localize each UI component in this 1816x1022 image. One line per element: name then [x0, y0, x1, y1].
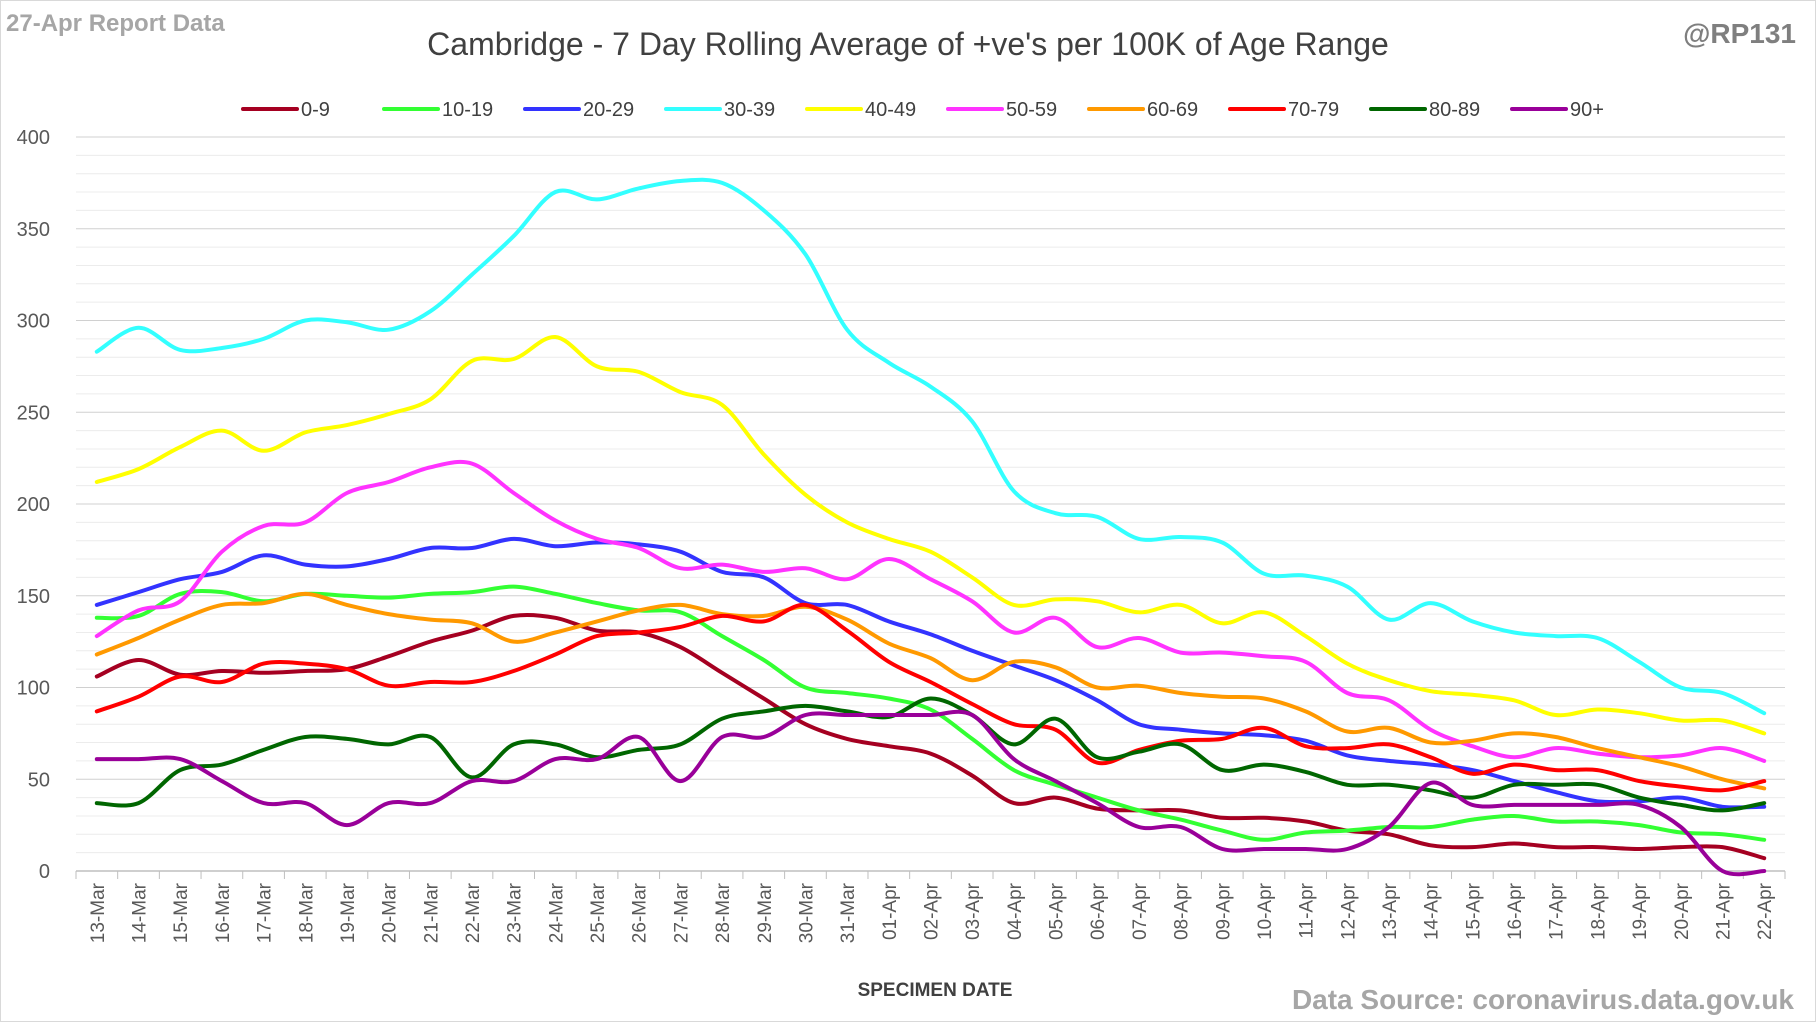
- x-tick-label: 18-Apr: [1588, 882, 1609, 940]
- legend-label: 70-79: [1288, 99, 1339, 121]
- x-tick-label: 03-Apr: [963, 882, 984, 940]
- x-tick-label: 09-Apr: [1213, 882, 1234, 940]
- x-axis-ticks: 13-Mar 14-Mar 15-Mar 16-Mar 17-Mar 18-Mar 19-M…: [75, 871, 1786, 943]
- series-line-50-59: [94, 459, 1767, 763]
- x-tick-label: 17-Apr: [1547, 882, 1568, 940]
- series-line-90: [94, 709, 1767, 877]
- legend-label: 80-89: [1429, 99, 1480, 121]
- legend-label: 50-59: [1006, 99, 1057, 121]
- legend: 0-9 10-19 20-29 30-39 40-49 50-59 60-69 70-79 80…: [241, 99, 1604, 121]
- x-tick-label: 21-Mar: [421, 882, 442, 943]
- x-tick-label: 02-Apr: [922, 882, 943, 940]
- x-tick-label: 13-Apr: [1380, 882, 1401, 940]
- series-line-0-9: [94, 612, 1767, 861]
- x-tick-label: 10-Apr: [1255, 882, 1276, 940]
- x-tick-label: 21-Apr: [1713, 882, 1734, 940]
- series-line-30-39: [94, 177, 1767, 716]
- report-date-label: 27-Apr Report Data: [6, 10, 225, 37]
- x-tick-label: 29-Mar: [755, 882, 776, 943]
- x-tick-label: 28-Mar: [713, 882, 734, 943]
- legend-label: 0-9: [301, 99, 330, 121]
- x-axis-label: SPECIMEN DATE: [858, 980, 1013, 1001]
- y-tick-label: 400: [17, 127, 50, 149]
- x-tick-label: 16-Apr: [1505, 882, 1526, 940]
- x-tick-label: 01-Apr: [880, 882, 901, 940]
- series-line-70-79: [94, 602, 1767, 793]
- x-tick-label: 25-Mar: [588, 882, 609, 943]
- legend-label: 90+: [1570, 99, 1604, 121]
- x-tick-label: 17-Mar: [255, 882, 276, 943]
- x-tick-label: 13-Mar: [88, 882, 109, 943]
- x-tick-label: 19-Apr: [1630, 882, 1651, 940]
- author-handle: @RP131: [1683, 18, 1796, 49]
- x-tick-label: 22-Mar: [463, 882, 484, 943]
- legend-label: 10-19: [442, 99, 493, 121]
- x-tick-label: 20-Apr: [1672, 882, 1693, 940]
- x-tick-label: 27-Mar: [671, 882, 692, 943]
- y-tick-label: 300: [17, 311, 50, 333]
- legend-label: 60-69: [1147, 99, 1198, 121]
- x-tick-label: 07-Apr: [1130, 882, 1151, 940]
- x-tick-label: 06-Apr: [1088, 882, 1109, 940]
- x-tick-label: 18-Mar: [296, 882, 317, 943]
- x-tick-label: 08-Apr: [1172, 882, 1193, 940]
- x-tick-label: 20-Mar: [380, 882, 401, 943]
- x-tick-label: 05-Apr: [1047, 882, 1068, 940]
- y-tick-label: 100: [17, 678, 50, 700]
- legend-label: 40-49: [865, 99, 916, 121]
- x-tick-label: 15-Apr: [1463, 882, 1484, 940]
- series-line-40-49: [94, 335, 1767, 736]
- series-line-10-19: [94, 584, 1767, 842]
- x-tick-label: 22-Apr: [1755, 882, 1776, 940]
- x-tick-label: 04-Apr: [1005, 882, 1026, 940]
- x-tick-label: 31-Mar: [838, 882, 859, 943]
- series-line-80-89: [94, 696, 1767, 813]
- x-tick-label: 19-Mar: [338, 882, 359, 943]
- y-tick-label: 150: [17, 586, 50, 608]
- x-tick-label: 12-Apr: [1338, 882, 1359, 940]
- gridlines: [76, 136, 1785, 872]
- y-axis-ticks: 0 50 100 150 200 250 300 350 400: [17, 127, 50, 883]
- x-tick-label: 30-Mar: [796, 882, 817, 943]
- x-tick-label: 23-Mar: [505, 882, 526, 943]
- x-tick-label: 14-Apr: [1422, 882, 1443, 940]
- y-tick-label: 0: [39, 861, 50, 883]
- series-line-60-69: [94, 591, 1767, 791]
- series-lines: [94, 177, 1767, 877]
- x-tick-label: 15-Mar: [171, 882, 192, 943]
- x-tick-label: 16-Mar: [213, 882, 234, 943]
- x-tick-label: 26-Mar: [630, 882, 651, 943]
- chart-title: Cambridge - 7 Day Rolling Average of +ve…: [427, 26, 1389, 62]
- y-tick-label: 200: [17, 494, 50, 516]
- y-tick-label: 250: [17, 402, 50, 424]
- x-tick-label: 11-Apr: [1297, 882, 1318, 938]
- data-source-label: Data Source: coronavirus.data.gov.uk: [1291, 984, 1794, 1015]
- legend-label: 30-39: [724, 99, 775, 121]
- x-tick-label: 24-Mar: [546, 882, 567, 943]
- y-tick-label: 50: [28, 769, 50, 791]
- legend-label: 20-29: [583, 99, 634, 121]
- x-tick-label: 14-Mar: [130, 882, 151, 943]
- y-tick-label: 350: [17, 219, 50, 241]
